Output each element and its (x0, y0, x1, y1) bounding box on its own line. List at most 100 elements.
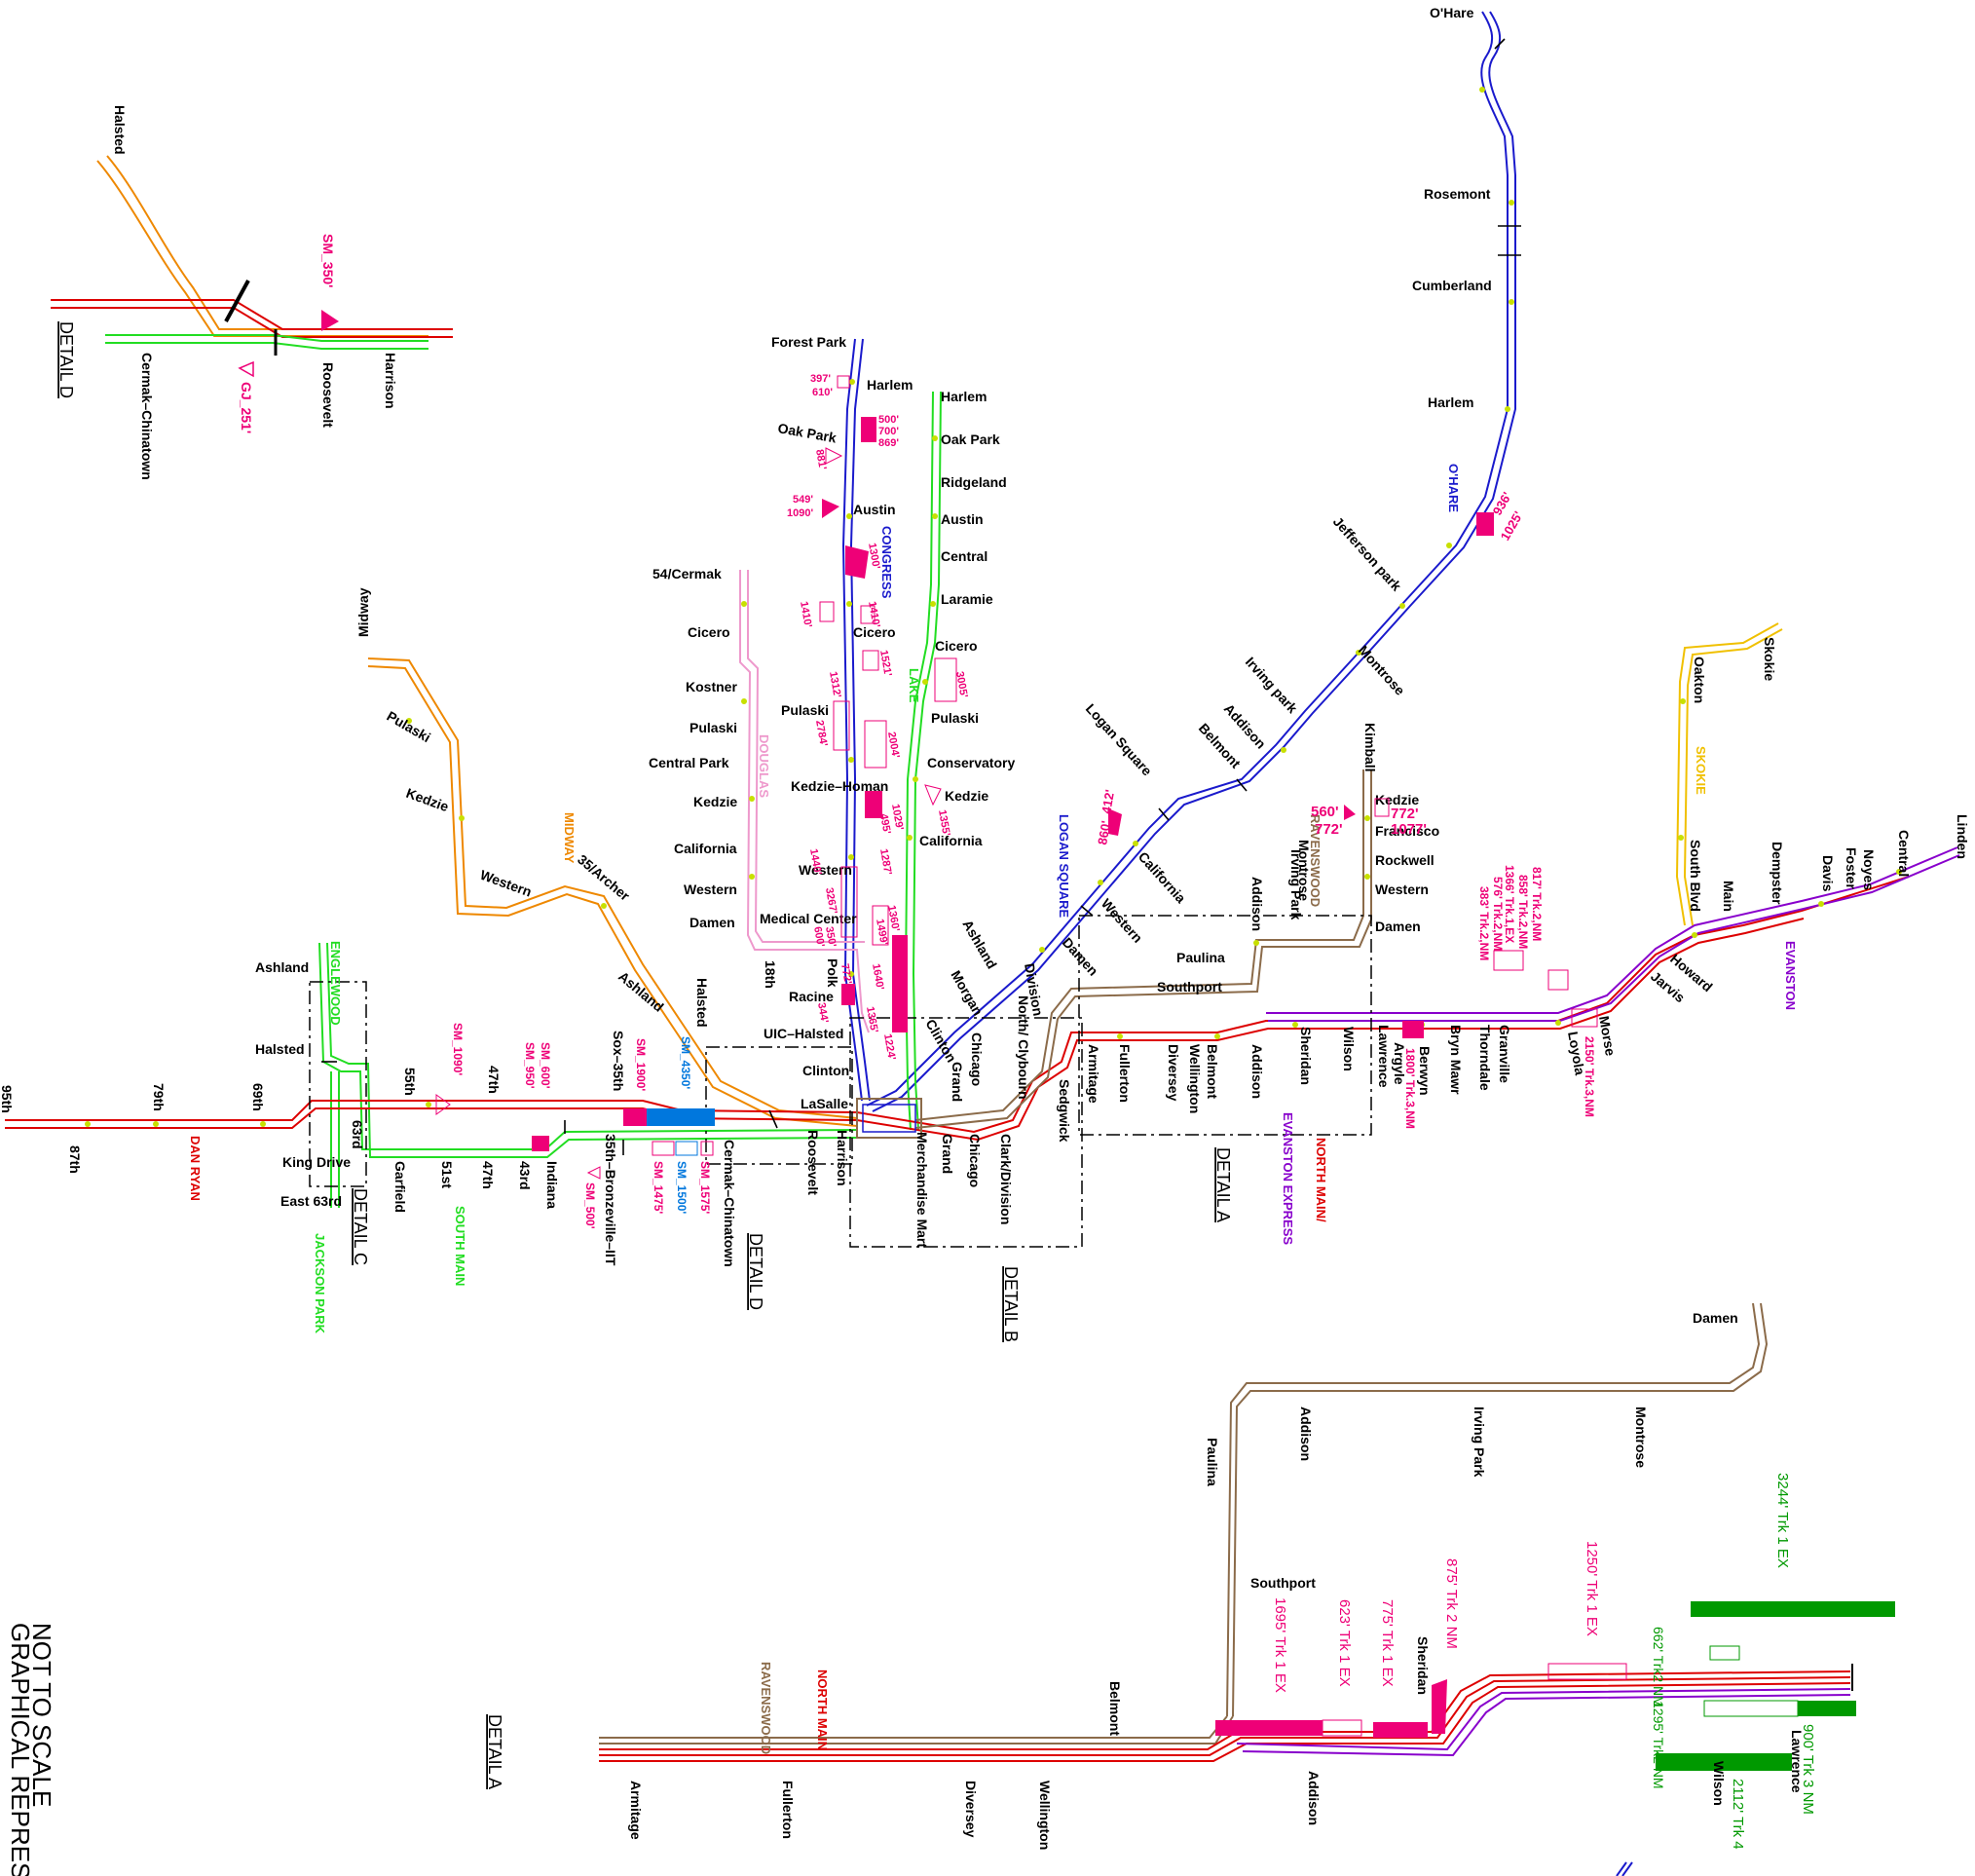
slow-zone-c14: 2784' (813, 719, 830, 747)
slow-zone-k4: 1077' (1391, 821, 1427, 838)
station-bronzeville: 35th–Bronzeville–IIT (603, 1134, 618, 1266)
station-sedgwick: Sedgwick (1057, 1079, 1072, 1143)
station-ashland-lake: Ashland (959, 918, 999, 972)
scale-note: NOT TO SCALE GRAPHICAL REPRES (6, 1623, 56, 1876)
station-armitage-a: Armitage (628, 1781, 644, 1840)
station-fullerton-a: Fullerton (780, 1781, 796, 1839)
station-austin-lake: Austin (941, 511, 984, 527)
station-laramie: Laramie (941, 591, 993, 607)
detail-b-label: DETAIL B (1001, 1266, 1021, 1342)
detail-a-inset: DETAIL A Damen Addison Irving Park Montr… (485, 1302, 1895, 1876)
station-51st: 51st (439, 1161, 455, 1188)
station-69th: 69th (250, 1083, 266, 1111)
station-rockwell: Rockwell (1375, 852, 1435, 868)
slow-zone-c23: 772' (838, 962, 854, 985)
station-grand-blue: Grand (950, 1062, 965, 1102)
slow-zone-c13: 1312' (827, 670, 843, 698)
slow-zone-n6: 2150' Trk.3,NM (1583, 1036, 1596, 1117)
station-18th: 18th (763, 960, 778, 989)
slow-zone-sm-600: SM_600' (539, 1042, 552, 1089)
slow-zone-sm-1500: SM_1500' (675, 1161, 689, 1214)
slow-zone-k3: 772' (1391, 806, 1419, 822)
station-damen-a: Damen (1693, 1310, 1738, 1326)
station-belmont-a: Belmont (1107, 1681, 1123, 1736)
station-california-lake: California (919, 833, 983, 848)
line-label-jackson-park: JACKSON PARK (313, 1233, 327, 1334)
station-roosevelt: Roosevelt (805, 1130, 821, 1195)
slow-zone-k2: 772' (1315, 821, 1343, 838)
station-cermak-chinatown-d: Cermak–Chinatown (139, 353, 155, 480)
slow-zone-c18: 1287' (877, 847, 894, 876)
station-kedzie-pink: Kedzie (693, 794, 737, 809)
station-south-blvd: South Blvd (1688, 840, 1703, 912)
slow-zone-n2: 858' Trk.2,NM (1516, 875, 1530, 949)
slow-zone-c12: 1521' (877, 649, 894, 677)
line-label-north-main: NORTH MAIN/ (1314, 1138, 1328, 1222)
slow-zone-c9: 1300' (866, 542, 882, 570)
yellow-line-skokie (1675, 622, 1783, 926)
slow-zone-c19: 1440' (807, 847, 824, 876)
station-43rd: 43rd (517, 1161, 533, 1190)
station-ridgeland: Ridgeland (941, 474, 1007, 490)
slow-zone-n4: 576' Trk.2,NM (1491, 877, 1505, 951)
station-forest-park: Forest Park (771, 334, 846, 350)
station-lawrence-a: Lawrence (1789, 1730, 1805, 1793)
orange-line-midway (367, 657, 858, 1127)
station-ohare: O'Hare (1430, 5, 1474, 20)
slow-zone-sm-350: SM_350' (320, 234, 336, 287)
line-label-dan-ryan: DAN RYAN (188, 1136, 203, 1201)
slow-zone-c31: 1355' (936, 808, 952, 837)
slow-zone-a6: 3244' Trk 1 EX (1774, 1473, 1791, 1568)
station-uic-halsted: UIC–Halsted (764, 1026, 843, 1041)
station-ashland-orange: Ashland (615, 968, 667, 1015)
station-logan-square: Logan Square (1083, 700, 1155, 778)
station-irving-park: Irving park (1243, 654, 1301, 716)
station-granville: Granville (1497, 1025, 1512, 1083)
slow-zone-sm-1090: SM_1090' (451, 1023, 465, 1075)
slow-zone-c6: 881' (813, 448, 829, 470)
slow-zone-a7: 662' Trk2 NM (1651, 1627, 1666, 1707)
station-kedzie-lake: Kedzie (945, 788, 988, 804)
station-oakton: Oakton (1692, 657, 1707, 703)
line-label-skokie: SKOKIE (1694, 746, 1708, 795)
station-skokie: Skokie (1762, 637, 1777, 681)
station-pulaski-congress: Pulaski (781, 702, 829, 718)
station-grand-red: Grand (940, 1134, 955, 1174)
station-oak-park-congress: Oak Park (776, 420, 838, 445)
detail-d-label-main: DETAIL D (746, 1233, 765, 1310)
station-montrose-a: Montrose (1633, 1407, 1649, 1468)
station-armitage: Armitage (1086, 1044, 1101, 1104)
slow-zone-a8: 1295' Trk2 NM (1651, 1701, 1666, 1789)
station-western-orange: Western (478, 867, 534, 900)
line-label-lake: LAKE (907, 668, 921, 703)
line-label-englewood: ENGLEWOOD (328, 941, 343, 1026)
brown-line-ravenswood (914, 769, 1372, 1129)
station-midway: Midway (355, 587, 371, 637)
station-roosevelt-d: Roosevelt (320, 362, 336, 428)
station-harrison: Harrison (835, 1130, 850, 1186)
detail-a-bottom-label: DETAIL A (485, 1714, 504, 1789)
station-79th: 79th (151, 1083, 167, 1111)
station-southport-a: Southport (1250, 1575, 1316, 1591)
station-western-blue: Western (1099, 895, 1146, 946)
slow-zone-c10: 1410' (866, 600, 882, 628)
slow-zone-a4: 875' Trk 2 NM (1443, 1558, 1460, 1649)
station-bryn-mawr: Bryn Mawr (1448, 1025, 1464, 1095)
line-label-ohare: O'HARE (1446, 464, 1461, 512)
station-wellington-a: Wellington (1037, 1781, 1053, 1850)
station-95th: 95th (0, 1085, 15, 1113)
station-cermak-chinatown: Cermak–Chinatown (722, 1140, 737, 1267)
blue-line-ohare (866, 11, 1516, 1112)
slow-zone-a10: 2112' Trk 4 (1730, 1779, 1746, 1850)
station-indiana: Indiana (544, 1161, 560, 1209)
station-western-brown: Western (1375, 882, 1429, 897)
station-argyle: Argyle (1392, 1042, 1407, 1085)
station-morgan: Morgan (948, 968, 986, 1019)
detail-c-label: DETAIL C (351, 1188, 370, 1265)
station-thorndale: Thorndale (1477, 1025, 1493, 1091)
station-davis: Davis (1820, 855, 1836, 892)
station-racine: Racine (789, 989, 834, 1004)
slow-zone-c7: 549' (793, 494, 813, 506)
station-halsted-green: Halsted (255, 1041, 305, 1057)
station-medical-center: Medical Center (760, 911, 857, 926)
